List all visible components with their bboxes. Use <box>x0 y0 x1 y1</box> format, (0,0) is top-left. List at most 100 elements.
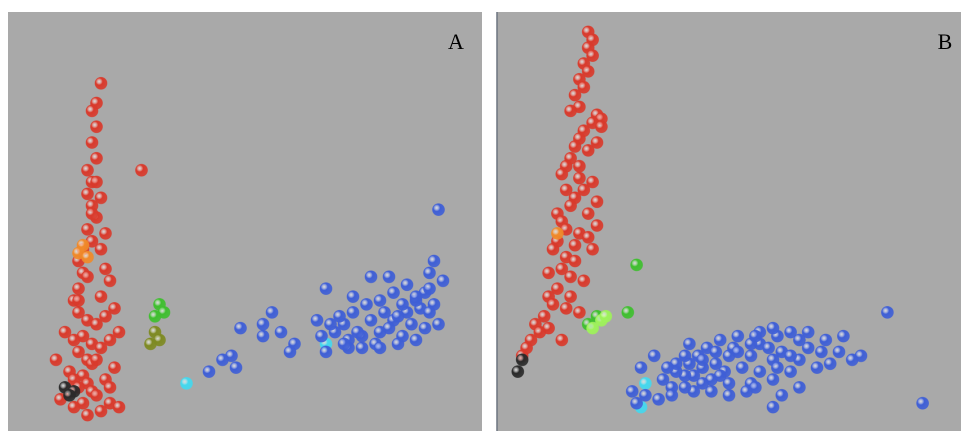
scatter-point-red <box>99 226 112 240</box>
scatter-point-blue <box>801 325 815 339</box>
scatter-point-blue <box>832 345 846 359</box>
scatter-point-blue <box>854 349 868 363</box>
scatter-point-red <box>72 345 85 359</box>
scatter-point-red <box>568 88 582 102</box>
scatter-point-red <box>555 262 569 276</box>
scatter-point-blue <box>722 388 736 402</box>
scatter-point-red <box>49 353 63 367</box>
scatter-point-blue <box>916 396 929 410</box>
scatter-point-blue <box>661 361 674 375</box>
scatter-point-blue <box>634 361 648 375</box>
scatter-point-blue <box>319 345 333 359</box>
scatter-point-blue <box>283 345 297 359</box>
scatter-point-blue <box>346 305 360 319</box>
scatter-point-red <box>94 290 108 304</box>
scatter-point-red <box>564 199 577 213</box>
scatter-point-red <box>99 309 112 323</box>
scatter-point-red <box>586 242 599 256</box>
scatter-point-blue <box>216 353 229 367</box>
scatter-point-red <box>94 242 108 256</box>
scatter-point-green <box>621 305 635 319</box>
scatter-point-red <box>546 297 560 311</box>
panel-a-points <box>49 76 450 422</box>
scatter-point-blue <box>324 317 337 331</box>
scatter-point-blue <box>630 396 643 410</box>
scatter-point-blue <box>819 333 833 347</box>
scatter-point-blue <box>639 388 652 402</box>
scatter-point-red <box>555 333 569 347</box>
scatter-point-red <box>90 175 103 189</box>
scatter-point-blue <box>793 333 806 347</box>
scatter-point-red <box>581 143 595 157</box>
scatter-point-red <box>573 305 586 319</box>
scatter-point-red <box>81 408 94 422</box>
scatter-point-blue <box>310 313 324 327</box>
scatter-point-blue <box>771 361 784 375</box>
scatter-point-red <box>90 120 103 134</box>
scatter-point-red <box>94 341 108 355</box>
scatter-point-blue <box>762 341 775 355</box>
scatter-point-lightgreen <box>586 321 599 335</box>
scatter-point-red <box>72 282 85 296</box>
scatter-point-red <box>108 301 121 315</box>
scatter-point-red <box>568 238 582 252</box>
scatter-point-blue <box>749 380 762 394</box>
panel-a-plot-area <box>8 12 482 431</box>
scatter-point-blue <box>409 333 423 347</box>
scatter-point-blue <box>810 361 824 375</box>
scatter-point-red <box>94 404 108 418</box>
scatter-point-red <box>586 175 599 189</box>
scatter-point-blue <box>881 305 894 319</box>
scatter-point-black <box>63 388 76 402</box>
scatter-point-black <box>515 353 529 367</box>
scatter-point-blue <box>793 380 806 394</box>
scatter-point-blue <box>784 325 797 339</box>
scatter-point-red <box>577 183 591 197</box>
scatter-point-blue <box>360 297 373 311</box>
panel-a: A <box>8 12 482 431</box>
scatter-point-olive <box>144 337 157 351</box>
scatter-point-red <box>108 361 121 375</box>
scatter-point-blue <box>382 270 396 284</box>
scatter-point-blue <box>378 305 391 319</box>
scatter-point-red <box>58 325 72 339</box>
scatter-point-red <box>67 400 81 414</box>
scatter-point-red <box>555 167 569 181</box>
scatter-point-blue <box>678 349 692 363</box>
scatter-point-cyan <box>180 376 193 390</box>
scatter-point-red <box>67 333 81 347</box>
scatter-point-blue <box>319 282 333 296</box>
scatter-point-blue <box>815 345 828 359</box>
scatter-point-red <box>590 219 604 232</box>
scatter-point-blue <box>405 317 418 331</box>
scatter-point-orange <box>551 226 564 240</box>
scatter-point-red <box>135 163 148 177</box>
scatter-point-red <box>590 195 604 209</box>
scatter-point-blue <box>346 290 360 304</box>
scatter-point-red <box>590 136 604 149</box>
scatter-point-red <box>568 254 582 268</box>
scatter-point-blue <box>400 278 414 292</box>
scatter-point-blue <box>766 400 780 414</box>
scatter-point-blue <box>652 392 665 406</box>
scatter-point-blue <box>766 373 780 386</box>
scatter-point-blue <box>823 357 837 371</box>
scatter-point-red <box>90 353 103 367</box>
scatter-point-green <box>148 309 162 323</box>
scatter-point-red <box>72 294 85 307</box>
scatter-point-blue <box>696 376 709 390</box>
scatter-point-blue <box>265 305 279 319</box>
scatter-point-red <box>581 230 595 244</box>
scatter-point-blue <box>678 380 692 394</box>
scatter-point-blue <box>647 349 661 363</box>
scatter-point-red <box>573 159 586 173</box>
scatter-point-blue <box>423 305 436 319</box>
scatter-point-blue <box>749 329 762 343</box>
scatter-point-red <box>112 400 126 414</box>
scatter-point-red <box>103 380 117 394</box>
scatter-point-red <box>559 301 573 315</box>
scatter-point-blue <box>744 349 758 363</box>
scatter-point-blue <box>355 341 369 355</box>
scatter-point-red <box>577 274 591 288</box>
scatter-point-blue <box>731 329 745 343</box>
